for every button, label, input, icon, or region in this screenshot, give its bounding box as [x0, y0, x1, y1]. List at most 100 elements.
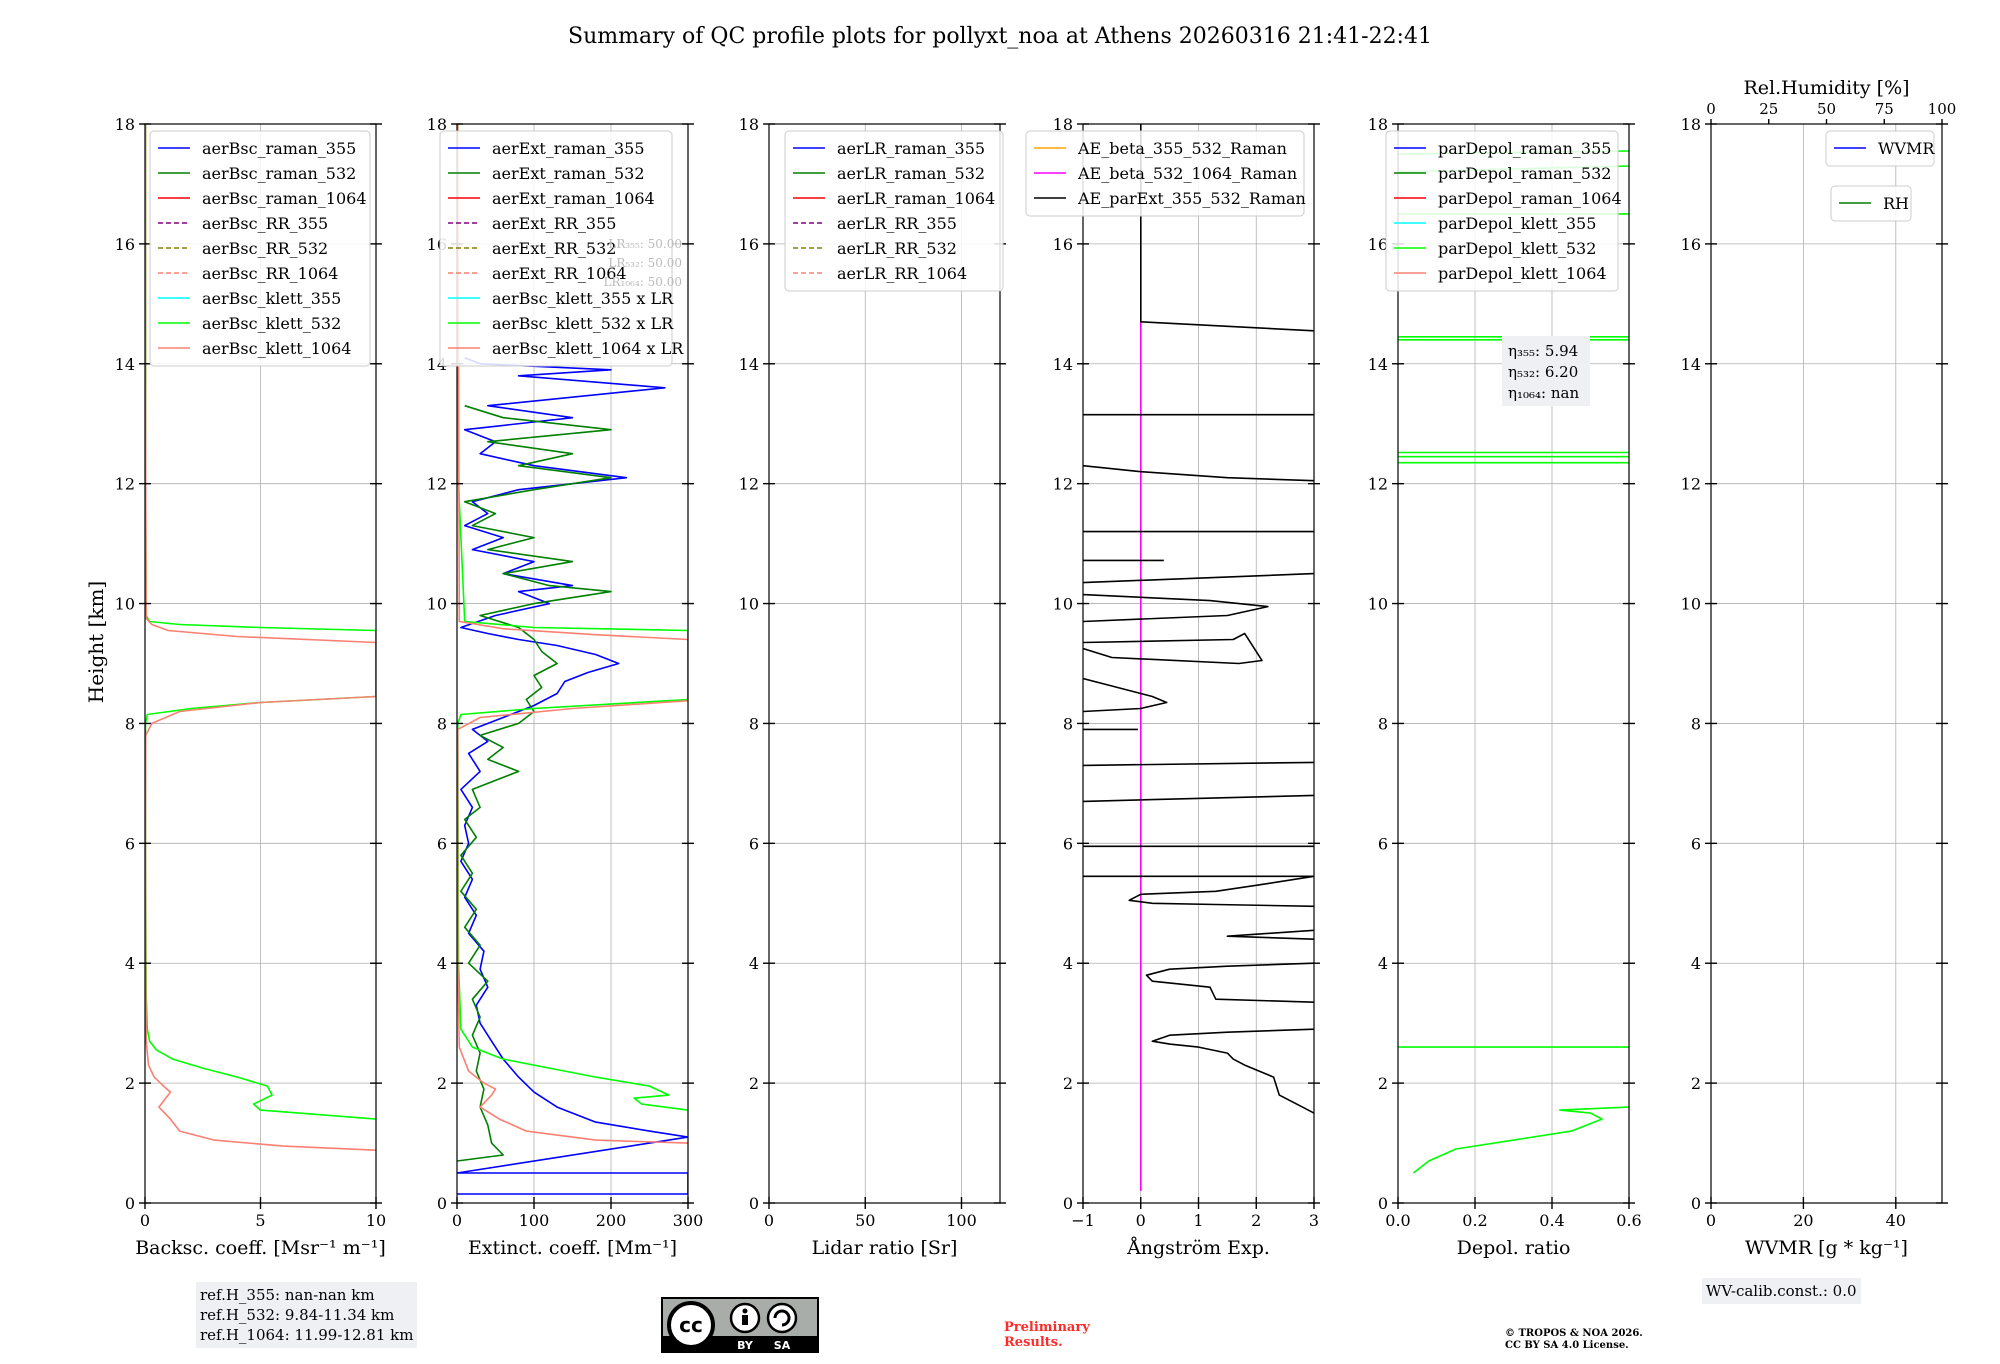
- y-tick-label: 6: [749, 834, 759, 853]
- y-tick-label: 10: [1681, 595, 1701, 614]
- wv-calib-text: WV-calib.const.: 0.0: [1706, 1282, 1857, 1300]
- legend-label: aerBsc_raman_355: [202, 139, 356, 158]
- y-tick-label: 14: [1681, 355, 1701, 374]
- legend-frame: [149, 130, 371, 367]
- sa-icon: [766, 1302, 798, 1334]
- series-group: [1083, 124, 1314, 1191]
- y-tick-label: 16: [115, 235, 135, 254]
- legend-label: aerLR_raman_355: [837, 139, 985, 158]
- x-tick-label: 3: [1309, 1211, 1319, 1230]
- legend-label: aerLR_RR_355: [837, 214, 957, 233]
- legend-frame: [1025, 130, 1305, 217]
- legend-label: aerExt_raman_1064: [492, 189, 655, 208]
- legend: WVMR: [1825, 130, 1935, 167]
- x-tick-label: 0: [1706, 1211, 1716, 1230]
- legend-label: aerBsc_klett_1064: [202, 339, 351, 358]
- legend-label: WVMR: [1878, 139, 1935, 158]
- series-parDepol_klett_532: [1398, 150, 1629, 1174]
- y-tick-label: 0: [437, 1194, 447, 1213]
- y-tick-label: 4: [1691, 954, 1701, 973]
- legend-label: aerBsc_klett_532: [202, 314, 341, 333]
- x-tick-label: 0: [764, 1211, 774, 1230]
- y-tick-label: 16: [1368, 235, 1388, 254]
- y-tick-label: 4: [125, 954, 135, 973]
- y-tick-label: 6: [1063, 834, 1073, 853]
- x-axis-label: Backsc. coeff. [Msr⁻¹ m⁻¹]: [135, 1237, 386, 1259]
- x-axis-label: Depol. ratio: [1457, 1237, 1571, 1259]
- series-aerExt_raman_532: [457, 404, 612, 1162]
- x-axis-label: Ångström Exp.: [1126, 1237, 1270, 1259]
- x-tick-label: 5: [255, 1211, 265, 1230]
- y-tick-label: 10: [115, 595, 135, 614]
- y-tick-label: 2: [1063, 1074, 1073, 1093]
- x-axis-label: WVMR [g * kg⁻¹]: [1745, 1237, 1908, 1259]
- y-tick-label: 6: [1378, 834, 1388, 853]
- y-tick-label: 16: [1681, 235, 1701, 254]
- cc-license-logo: cc BY SA: [661, 1297, 819, 1353]
- legend-label: aerBsc_klett_355: [202, 289, 341, 308]
- legend: aerLR_raman_355 aerLR_raman_532 aerLR_rama…: [784, 130, 1004, 292]
- x-tick-label: 1: [1193, 1211, 1203, 1230]
- y-tick-label: 4: [749, 954, 759, 973]
- y-tick-label: 2: [437, 1074, 447, 1093]
- cc-logo-text: cc: [679, 1313, 703, 1337]
- y-tick-label: 0: [1063, 1194, 1073, 1213]
- legend: RH: [1830, 185, 1912, 222]
- legend-label: parDepol_klett_1064: [1438, 264, 1607, 283]
- ref-height-532: ref.H_532: 9.84-11.34 km: [200, 1306, 395, 1324]
- series-group: [1398, 150, 1629, 1174]
- y-tick-label: 12: [427, 475, 447, 494]
- y-tick-label: 6: [1691, 834, 1701, 853]
- lr-annotation: LR₅₃₂: 50.00: [608, 256, 682, 270]
- legend-label: aerBsc_raman_1064: [202, 189, 367, 208]
- eta-annotation: η₃₅₅: 5.94: [1508, 342, 1578, 360]
- top-x-tick-label: 0: [1706, 100, 1716, 118]
- legend-frame: [1825, 130, 1935, 167]
- legend: AE_beta_355_532_Raman AE_beta_532_1064_Ra…: [1025, 130, 1306, 217]
- copyright-line-1: © TROPOS & NOA 2026.: [1505, 1328, 1643, 1339]
- y-tick-label: 0: [1378, 1194, 1388, 1213]
- x-tick-label: 10: [366, 1211, 386, 1230]
- y-tick-label: 18: [427, 115, 447, 134]
- y-tick-label: 10: [739, 595, 759, 614]
- y-tick-label: 2: [749, 1074, 759, 1093]
- preliminary-label: Preliminary: [1004, 1320, 1090, 1335]
- y-tick-label: 6: [125, 834, 135, 853]
- y-tick-label: 12: [1681, 475, 1701, 494]
- legend-label: AE_beta_532_1064_Raman: [1077, 164, 1297, 183]
- y-tick-label: 4: [437, 954, 447, 973]
- series-AE_parExt_355_532_Raman: [1083, 124, 1314, 1114]
- y-tick-label: 16: [739, 235, 759, 254]
- x-tick-label: 0.0: [1385, 1211, 1410, 1230]
- y-tick-label: 18: [1053, 115, 1073, 134]
- series-aerBsc_klett_532 x LR: [457, 124, 688, 1111]
- y-tick-label: 16: [1053, 235, 1073, 254]
- panel-depol: 0 2 4 6 8 10 12 14 16 18 0.0 0.2 0.4 0.6 Depol. ratio p…: [1368, 115, 1642, 1259]
- legend-label: aerBsc_klett_1064 x LR: [492, 339, 684, 358]
- eta-annotation: η₁₀₆₄: nan: [1508, 384, 1579, 402]
- legend-label: aerLR_RR_1064: [837, 264, 967, 283]
- y-axis-label: Height [km]: [84, 581, 108, 703]
- x-tick-label: 0: [452, 1211, 462, 1230]
- x-tick-label: 0: [140, 1211, 150, 1230]
- legend-label: aerExt_RR_355: [492, 214, 616, 233]
- legend: parDepol_raman_355 parDepol_raman_532 parD…: [1385, 130, 1622, 292]
- series-aerBsc_klett_1064 x LR: [457, 124, 688, 1144]
- y-tick-label: 8: [1378, 714, 1388, 733]
- legend-label: aerLR_RR_532: [837, 239, 957, 258]
- x-tick-label: 0.4: [1539, 1211, 1564, 1230]
- y-tick-label: 2: [1378, 1074, 1388, 1093]
- y-tick-label: 18: [739, 115, 759, 134]
- legend-label: parDepol_klett_532: [1438, 239, 1596, 258]
- y-tick-label: 8: [437, 714, 447, 733]
- top-x-tick-label: 50: [1817, 100, 1836, 118]
- y-tick-label: 4: [1378, 954, 1388, 973]
- top-x-tick-label: 100: [1928, 100, 1957, 118]
- legend-label: AE_beta_355_532_Raman: [1077, 139, 1287, 158]
- x-tick-label: 200: [596, 1211, 627, 1230]
- y-tick-label: 4: [1063, 954, 1073, 973]
- y-tick-label: 10: [1368, 595, 1388, 614]
